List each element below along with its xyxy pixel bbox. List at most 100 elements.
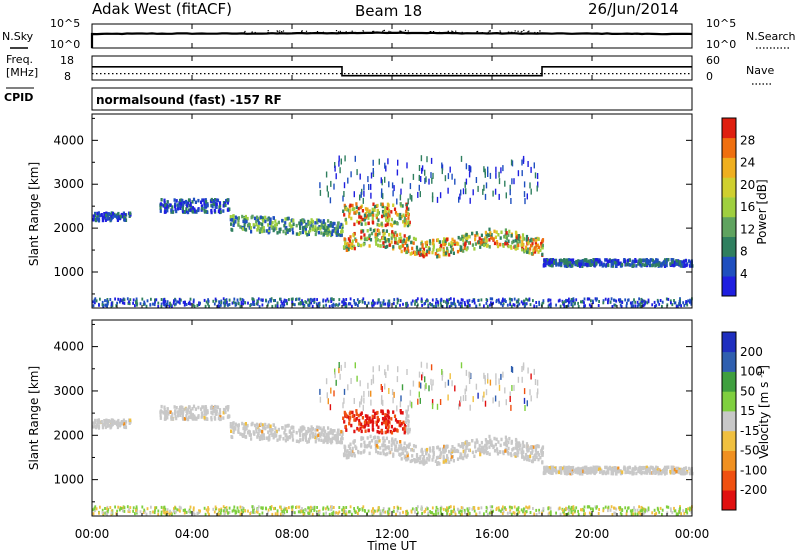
power-cell: [375, 242, 378, 246]
velocity-cell: [610, 471, 613, 476]
velocity-cell: [581, 469, 584, 474]
power-cell: [316, 227, 319, 231]
velocity-cell: [369, 434, 372, 439]
power-cell: [100, 213, 103, 217]
velocity-cell: [94, 505, 97, 509]
velocity-cell: [490, 440, 493, 444]
power-cell: [625, 304, 628, 308]
noise-point: [368, 32, 371, 34]
velocity-cell: [399, 409, 402, 413]
velocity-cell: [350, 449, 353, 453]
power-cell: [180, 204, 183, 208]
velocity-cell: [383, 443, 386, 448]
velocity-cell: [353, 454, 356, 458]
velocity-cell: [579, 470, 582, 474]
velocity-cell: [274, 430, 277, 435]
power-cell: [390, 210, 393, 214]
power-cell: [670, 301, 672, 305]
velocity-cell: [337, 428, 340, 433]
velocity-cell: [153, 511, 156, 515]
power-cell: [121, 299, 123, 303]
power-cell: [346, 246, 349, 251]
power-cell: [425, 242, 428, 246]
velocity-cell: [501, 512, 504, 516]
power-cell: [297, 232, 301, 236]
power-cell: [166, 302, 169, 306]
velocity-cell: [529, 454, 532, 459]
velocity-cell: [367, 382, 369, 389]
power-cell: [497, 298, 500, 302]
velocity-cell: [586, 505, 589, 509]
velocity-cell: [386, 429, 389, 434]
velocity-cell: [608, 466, 611, 471]
power-cell: [416, 303, 419, 307]
velocity-cell: [345, 413, 348, 418]
power-cell: [250, 230, 253, 234]
velocity-cell: [331, 439, 334, 444]
power-cell: [177, 204, 180, 208]
velocity-cell: [318, 511, 321, 515]
power-cell: [513, 178, 515, 185]
power-cell: [488, 238, 491, 242]
power-cell: [333, 183, 335, 190]
power-cell: [682, 301, 685, 305]
velocity-cell: [496, 449, 499, 454]
power-cell: [191, 209, 194, 214]
velocity-cell: [384, 369, 386, 376]
power-cell: [291, 231, 295, 235]
velocity-cell: [576, 469, 579, 474]
velocity-cell: [468, 378, 471, 384]
noise-point: [301, 30, 303, 32]
power-cell: [436, 238, 440, 242]
velocity-cell: [392, 397, 394, 404]
velocity-cell: [179, 509, 181, 513]
velocity-cell: [347, 454, 350, 459]
power-cell: [467, 301, 469, 305]
power-cell: [284, 217, 287, 221]
velocity-cell: [252, 508, 254, 511]
velocity-cell: [667, 465, 670, 469]
velocity-cell: [166, 407, 169, 411]
power-cell: [384, 209, 387, 213]
velocity-cell: [444, 459, 448, 463]
velocity-cell: [132, 506, 135, 510]
velocity-cell: [165, 513, 168, 516]
power-cell: [243, 218, 246, 222]
power-cell: [353, 299, 355, 302]
power-cell: [177, 207, 180, 211]
power-cell: [275, 226, 278, 231]
velocity-cell: [165, 510, 168, 514]
velocity-cell: [174, 506, 177, 510]
velocity-cell: [366, 421, 369, 425]
power-cell: [292, 302, 295, 306]
velocity-cell: [162, 411, 165, 415]
power-cell: [450, 247, 453, 252]
velocity-cell: [485, 509, 488, 513]
velocity-cell: [574, 509, 576, 513]
power-cell: [308, 301, 311, 305]
velocity-cell: [392, 410, 395, 414]
noise-point: [322, 31, 324, 33]
power-cell: [583, 258, 586, 262]
power-cell: [430, 172, 432, 179]
velocity-cell: [628, 465, 631, 470]
velocity-cell: [480, 445, 483, 450]
velocity-cell: [439, 507, 442, 510]
velocity-cell: [399, 420, 402, 424]
velocity-cell: [172, 509, 175, 513]
power-cell: [366, 209, 369, 214]
velocity-cell: [297, 510, 300, 514]
velocity-cell: [162, 508, 165, 512]
power-cell: [361, 217, 364, 222]
power-cell: [203, 208, 206, 213]
velocity-cell: [226, 405, 229, 409]
velocity-cell: [420, 460, 423, 464]
power-cell: [558, 298, 561, 302]
velocity-cell: [565, 513, 567, 516]
velocity-cell: [512, 511, 515, 515]
velocity-cell: [392, 439, 395, 444]
power-cell: [282, 300, 285, 304]
velocity-cell: [200, 407, 203, 411]
velocity-cell: [547, 506, 550, 510]
velocity-cell: [347, 384, 349, 391]
